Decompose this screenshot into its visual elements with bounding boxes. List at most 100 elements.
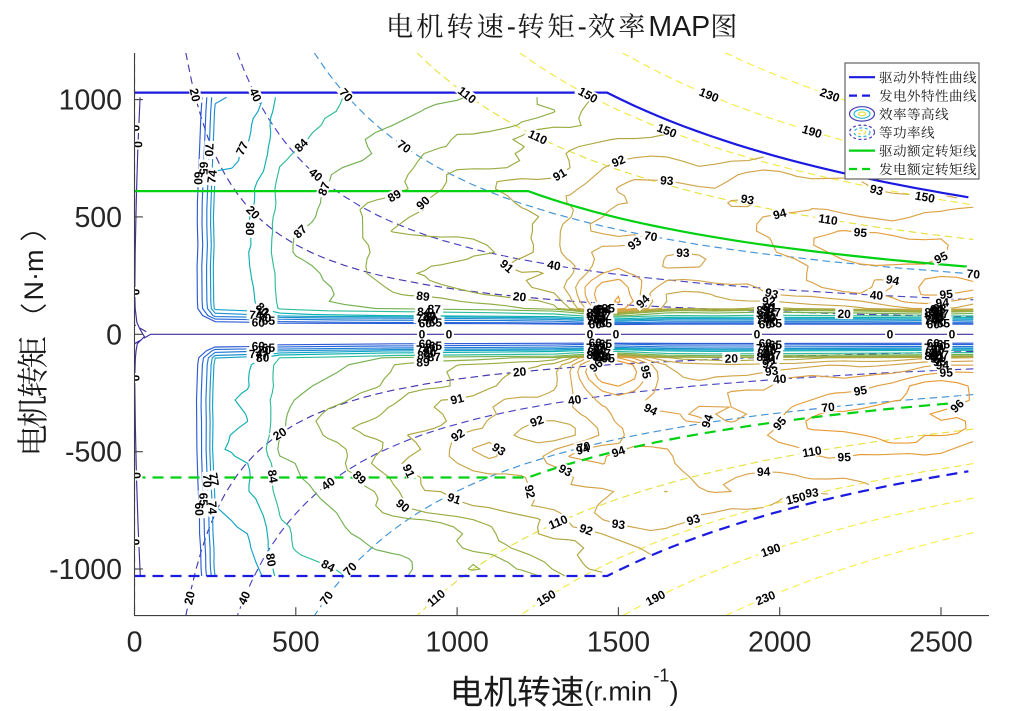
svg-text:74: 74 bbox=[586, 314, 600, 328]
svg-text:80: 80 bbox=[593, 311, 607, 325]
svg-text:65: 65 bbox=[937, 316, 951, 330]
svg-text:93: 93 bbox=[763, 285, 780, 302]
svg-text:91: 91 bbox=[764, 353, 778, 367]
svg-text:0: 0 bbox=[129, 472, 143, 479]
svg-text:65: 65 bbox=[599, 337, 613, 351]
svg-text:74: 74 bbox=[204, 169, 220, 184]
svg-text:70: 70 bbox=[595, 316, 609, 330]
svg-text:92: 92 bbox=[930, 302, 944, 316]
svg-text:84: 84 bbox=[417, 348, 431, 362]
svg-text:84: 84 bbox=[417, 305, 431, 319]
svg-text:60: 60 bbox=[927, 336, 941, 350]
svg-text:1000: 1000 bbox=[59, 85, 122, 117]
svg-text:80: 80 bbox=[931, 343, 945, 357]
svg-text:77: 77 bbox=[592, 313, 606, 327]
svg-text:-500: -500 bbox=[65, 437, 122, 469]
svg-text:(r.min: (r.min bbox=[584, 677, 652, 707]
svg-text:89: 89 bbox=[586, 306, 601, 321]
svg-text:89: 89 bbox=[924, 305, 938, 319]
svg-text:74: 74 bbox=[416, 342, 430, 356]
svg-text:80: 80 bbox=[931, 311, 945, 325]
svg-text:20: 20 bbox=[512, 289, 527, 304]
svg-text:40: 40 bbox=[246, 86, 264, 104]
svg-text:65: 65 bbox=[429, 339, 443, 353]
svg-text:91: 91 bbox=[932, 303, 946, 317]
svg-text:94: 94 bbox=[935, 358, 949, 372]
svg-text:70: 70 bbox=[765, 340, 779, 354]
svg-text:87: 87 bbox=[768, 305, 782, 319]
svg-text:95: 95 bbox=[837, 450, 851, 464]
svg-text:74: 74 bbox=[924, 314, 938, 328]
svg-text:60: 60 bbox=[252, 339, 266, 353]
svg-text:0: 0 bbox=[613, 327, 620, 341]
svg-text:0: 0 bbox=[446, 327, 453, 341]
svg-text:74: 74 bbox=[586, 341, 600, 355]
svg-text:94: 94 bbox=[699, 412, 717, 429]
svg-text:70: 70 bbox=[643, 228, 659, 244]
svg-text:84: 84 bbox=[925, 309, 939, 323]
svg-text:0: 0 bbox=[129, 538, 143, 545]
svg-text:40: 40 bbox=[235, 589, 253, 607]
svg-text:65: 65 bbox=[429, 315, 443, 329]
svg-text:92: 92 bbox=[762, 294, 776, 309]
svg-text:65: 65 bbox=[262, 341, 276, 355]
svg-text:94: 94 bbox=[771, 205, 788, 222]
svg-text:87: 87 bbox=[936, 348, 950, 362]
svg-text:60: 60 bbox=[589, 336, 603, 350]
svg-text:230: 230 bbox=[818, 85, 842, 105]
svg-text:90: 90 bbox=[761, 350, 775, 364]
svg-text:87: 87 bbox=[768, 349, 782, 363]
svg-text:80: 80 bbox=[243, 222, 257, 236]
svg-text:94: 94 bbox=[598, 302, 612, 316]
svg-text:90: 90 bbox=[591, 305, 606, 321]
svg-text:70: 70 bbox=[425, 313, 439, 327]
svg-text:2500: 2500 bbox=[909, 627, 972, 659]
svg-text:190: 190 bbox=[759, 540, 783, 560]
svg-text:74: 74 bbox=[756, 342, 770, 356]
svg-text:60: 60 bbox=[419, 317, 433, 331]
svg-text:94: 94 bbox=[597, 350, 611, 364]
svg-text:89: 89 bbox=[586, 348, 600, 362]
svg-text:80: 80 bbox=[423, 346, 437, 360]
svg-text:77: 77 bbox=[255, 348, 269, 362]
svg-text:89: 89 bbox=[756, 350, 770, 364]
svg-text:91: 91 bbox=[446, 490, 463, 508]
svg-text:89: 89 bbox=[756, 303, 770, 317]
svg-text:65: 65 bbox=[196, 161, 210, 175]
svg-text:77: 77 bbox=[422, 310, 436, 324]
svg-text:84: 84 bbox=[925, 346, 939, 360]
svg-text:40: 40 bbox=[567, 392, 583, 408]
svg-text:N·m: N·m bbox=[19, 250, 49, 301]
svg-text:92: 92 bbox=[930, 351, 944, 365]
svg-text:70: 70 bbox=[933, 340, 947, 354]
svg-text:93: 93 bbox=[593, 301, 611, 319]
svg-text:500: 500 bbox=[74, 202, 122, 234]
svg-text:60: 60 bbox=[192, 502, 206, 516]
svg-text:80: 80 bbox=[263, 552, 279, 568]
svg-text:91: 91 bbox=[594, 349, 608, 363]
svg-text:92: 92 bbox=[762, 357, 776, 371]
svg-text:70: 70 bbox=[576, 439, 593, 456]
svg-text:110: 110 bbox=[817, 211, 839, 228]
svg-text:0: 0 bbox=[949, 327, 956, 341]
svg-text:-: - bbox=[507, 11, 516, 42]
svg-text:77: 77 bbox=[206, 472, 222, 488]
svg-text:84: 84 bbox=[587, 309, 601, 323]
svg-text:90: 90 bbox=[929, 350, 943, 364]
svg-text:74: 74 bbox=[205, 501, 219, 515]
svg-text:91: 91 bbox=[449, 391, 466, 408]
svg-text:91: 91 bbox=[932, 350, 946, 364]
svg-text:77: 77 bbox=[592, 342, 606, 356]
svg-text:77: 77 bbox=[762, 343, 776, 357]
svg-text:90: 90 bbox=[929, 304, 943, 318]
svg-text:150: 150 bbox=[914, 189, 936, 206]
svg-text:91: 91 bbox=[400, 462, 418, 480]
svg-text:95: 95 bbox=[638, 364, 655, 380]
svg-text:65: 65 bbox=[599, 317, 613, 331]
svg-text:60: 60 bbox=[759, 317, 773, 331]
svg-text:77: 77 bbox=[422, 344, 436, 358]
svg-text:91: 91 bbox=[764, 300, 778, 314]
svg-text:0: 0 bbox=[127, 627, 143, 659]
svg-text:84: 84 bbox=[587, 345, 601, 359]
svg-text:20: 20 bbox=[181, 590, 198, 606]
